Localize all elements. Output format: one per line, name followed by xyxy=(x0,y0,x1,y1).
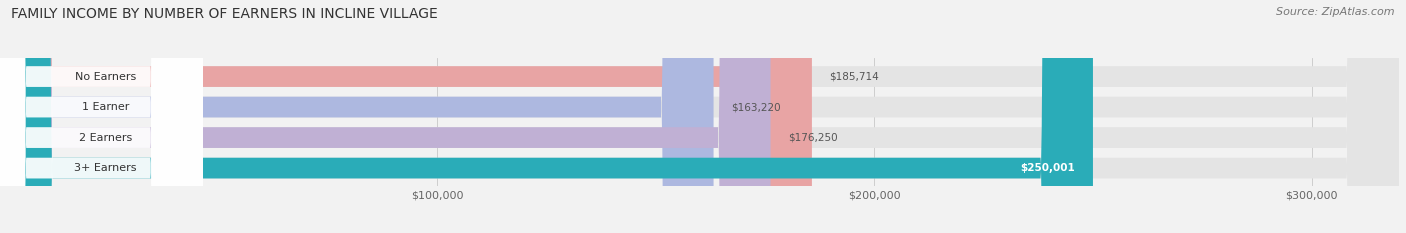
Text: $176,250: $176,250 xyxy=(787,133,838,143)
Text: 1 Earner: 1 Earner xyxy=(82,102,129,112)
FancyBboxPatch shape xyxy=(0,0,811,233)
FancyBboxPatch shape xyxy=(0,0,202,233)
FancyBboxPatch shape xyxy=(0,0,202,233)
Text: $250,001: $250,001 xyxy=(1021,163,1076,173)
FancyBboxPatch shape xyxy=(0,0,202,233)
Text: $185,714: $185,714 xyxy=(830,72,879,82)
Text: 2 Earners: 2 Earners xyxy=(79,133,132,143)
FancyBboxPatch shape xyxy=(0,0,770,233)
Text: Source: ZipAtlas.com: Source: ZipAtlas.com xyxy=(1277,7,1395,17)
FancyBboxPatch shape xyxy=(0,0,714,233)
FancyBboxPatch shape xyxy=(0,0,202,233)
FancyBboxPatch shape xyxy=(0,0,1092,233)
Text: FAMILY INCOME BY NUMBER OF EARNERS IN INCLINE VILLAGE: FAMILY INCOME BY NUMBER OF EARNERS IN IN… xyxy=(11,7,439,21)
Text: No Earners: No Earners xyxy=(75,72,136,82)
Text: $163,220: $163,220 xyxy=(731,102,780,112)
Text: 3+ Earners: 3+ Earners xyxy=(75,163,136,173)
